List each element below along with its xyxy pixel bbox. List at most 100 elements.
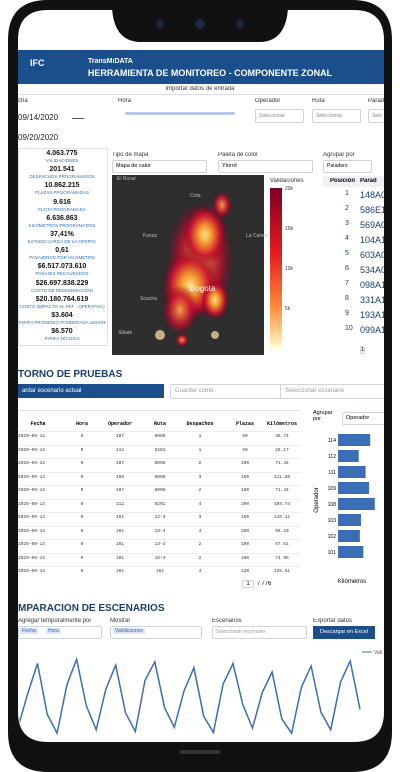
table-cell: 110.11 [273,515,291,520]
table-cell: 26.17 [275,447,289,453]
table-row-line [18,512,300,513]
table-cell: 16-4 [154,555,166,561]
kpi-label: ESTADO CARGA DE LA OFERTA [27,239,97,244]
rank-stop: 148A0 [360,190,387,200]
select: Paradero [323,160,372,173]
table-cell: 35.74 [275,434,289,439]
tag: Fecha [20,628,38,634]
legend-title: Validaciones [270,178,304,184]
filter-label: Parada [368,98,388,104]
export-button[interactable]: Descargar en Excel [313,626,375,639]
date-input: 09/14/2020 [18,113,59,122]
map-label: Paleta de color [218,152,259,158]
kpi-label: COSTO DE REMUNERACIÓN [31,287,93,293]
rank-pos: 4 [345,235,349,242]
kpi-value: 37,41% [50,231,74,238]
select: Ylorrd [218,160,313,173]
select: Seleccionar escenario [212,626,307,639]
header-title: HERRAMIENTA DE MONITOREO - COMPONENTE ZO… [87,68,333,78]
table-row-line [18,539,300,540]
table-header: Despachos [186,421,214,427]
table-cell: 0 [80,474,84,480]
table-cell: 0 [80,461,84,466]
page-total: / 776 [258,581,272,587]
kpi-value: $6.517.073.610 [37,263,87,271]
kpi-label: COSTO (IMPACTO AL FET - OPERATIVA) [19,303,105,309]
kpi-value: 4.063.775 [46,150,78,157]
table-cell: 100 [240,461,250,466]
table-cell: 100 [240,542,250,547]
table-row-line [18,552,300,554]
rank-col: Parad [360,178,377,184]
table-cell: 150 [240,474,250,480]
table-cell: 13-4 [154,528,166,534]
table-header: Kilómetros [266,421,297,427]
table-cell: 101 [115,542,125,547]
table-row-line [18,431,300,432]
bar [338,530,360,542]
table-row-line [18,471,300,473]
rank-stop: 586E1 [360,205,387,215]
filter-label: Ruta [312,98,325,104]
legend-label: Vali [374,650,382,656]
table-cell: 112 [115,501,125,507]
logo: TransMiDATA [88,58,133,65]
table-cell: 0 [80,501,84,507]
y-tick-label: 102 [328,534,337,540]
import-label: Importar datos de entrada [165,86,235,92]
select: Seleccionar [255,109,304,123]
y-tick-label: 101 [328,550,337,556]
ctrl-label: Mostrar [110,618,131,624]
rank-stop: 569A0 [360,220,387,230]
table-header: Hora [75,421,88,427]
table-cell: 2020-09-14 [18,474,46,480]
rank-pos: 6 [345,265,349,272]
map-label: Tipo de mapa [112,152,149,158]
kpi-value: 6.636.863 [46,214,78,222]
kpi-value: $26.697.838.229 [35,279,89,287]
table-row-line [18,444,300,446]
rank-stop: 193A1 [360,310,387,320]
y-tick-label: 108 [328,502,337,508]
kpi-label: FLOTA PROGRAMADA [38,206,86,212]
section-title: TORNO DE PRUEBAS [18,369,123,380]
table-cell: 0 [80,434,84,439]
save-button[interactable]: ardar escenario actual [18,384,164,398]
table-cell: 2020-09-14 [18,555,46,561]
rank-stop: 104A1 [360,235,387,245]
kpi-label: PASAJES RECAUDADOS [35,271,89,277]
select: Mapa de calor [112,160,207,173]
table-cell: 50 [242,447,248,453]
table-cell: 2 [198,555,202,561]
bar [338,482,370,494]
table-cell: 111.86 [273,474,291,480]
arrow [72,118,84,119]
table-cell: 12-4 [154,515,166,520]
table-cell: 150 [240,515,250,520]
table-cell: 125.51 [273,569,291,574]
table-cell: 1 [198,434,202,439]
table-cell: 101 [115,555,125,561]
table-cell: 200 [240,528,250,534]
kpi-label: PLAZAS PROGRAMADAS [34,190,89,196]
group-label: Agrupar por [313,410,333,422]
table-cell: 8098 [154,488,166,493]
map-place: Funza [143,233,157,239]
table-cell: 161 [155,569,165,574]
rank-pos: 9 [345,310,349,317]
map-place: Cota [190,193,201,199]
rank-col: Posición [330,178,356,184]
x-axis-label: Kilómetros [338,579,366,585]
table-cell: 4 [198,528,202,534]
kpi-label: TARIFA PROMEDIO PONDERADA USUARIO [18,320,106,325]
rank-stop: 534A0 [360,265,387,275]
y-tick-label: 111 [328,470,336,476]
kpi-label: DESPACHOS PROGRAMADOS [29,174,95,180]
table-row-line [18,566,300,567]
y-tick-label: 114 [328,438,336,444]
table-cell: 107 [115,434,125,439]
map-place: La Calera [246,233,268,239]
y-tick-label: 112 [328,454,336,460]
select: Seleccionar [312,109,361,123]
